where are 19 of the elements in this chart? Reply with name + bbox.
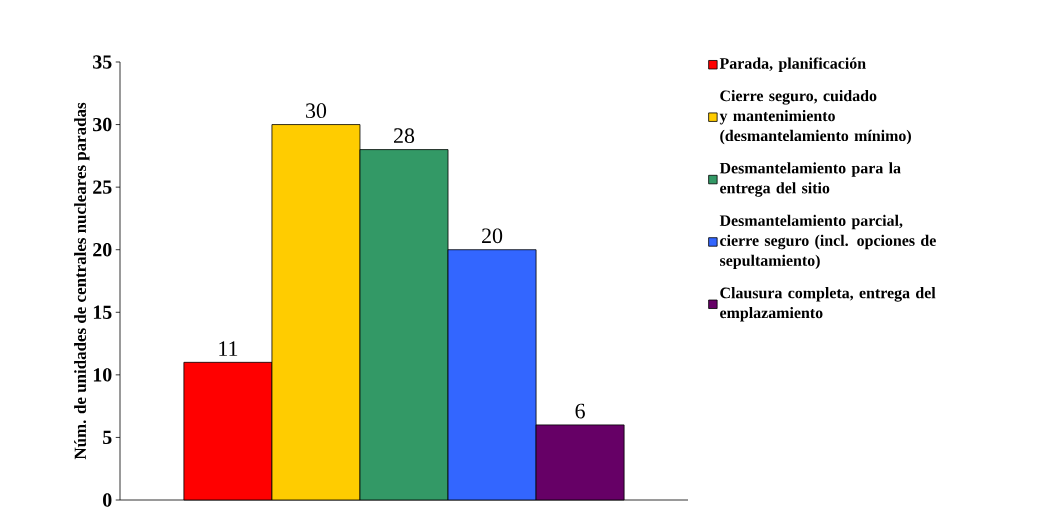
y-axis-title: Núm. de unidades de centrales nucleares paradas: [74, 102, 90, 460]
y-tick-label: 25: [93, 180, 112, 194]
y-tick-label: 30: [93, 117, 112, 132]
data-label: 30: [306, 103, 327, 119]
y-tick-label: 5: [103, 430, 112, 445]
y-tick-label: 15: [93, 305, 112, 319]
legend-label: Cierre seguro, cuidado y mantenimiento (desmantelamiento mínimo): [719, 90, 911, 145]
data-label: 20: [482, 228, 503, 244]
legend-label: Clausura completa, entrega del emplazamiento: [720, 287, 936, 322]
y-tick-label: 0: [103, 493, 112, 507]
legend-label: Parada, planificación: [719, 57, 866, 73]
data-label: 28: [394, 128, 415, 144]
legend-label: Desmantelamiento parcial, cierre seguro (incl. opciones de sepultamiento): [719, 214, 936, 270]
data-label: 6: [575, 403, 585, 419]
y-tick-label: 20: [93, 242, 112, 257]
y-tick-label: 10: [93, 368, 112, 382]
y-tick-label: 35: [93, 55, 112, 69]
data-label: 11: [219, 341, 238, 356]
legend-label: Desmantelamiento para la entrega del sitio: [719, 162, 901, 197]
